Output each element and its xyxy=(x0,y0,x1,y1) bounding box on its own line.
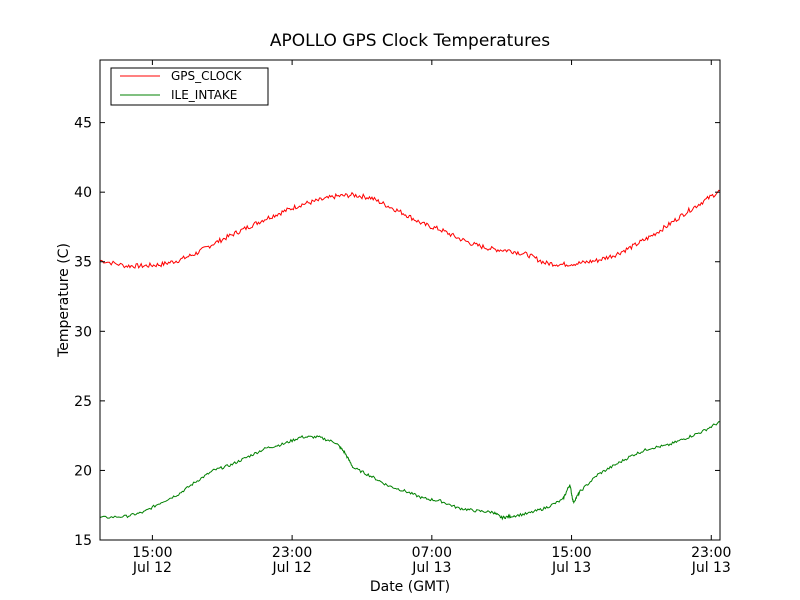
x-tick-time-label-2: 07:00 xyxy=(412,545,452,561)
chart-title: APOLLO GPS Clock Temperatures xyxy=(270,31,550,51)
y-tick-label-30: 30 xyxy=(74,324,92,340)
x-tick-time-label-4: 23:00 xyxy=(691,545,731,561)
x-tick-time-label-0: 15:00 xyxy=(132,545,172,561)
x-tick-time-label-1: 23:00 xyxy=(272,545,312,561)
legend-label-gps-clock: GPS_CLOCK xyxy=(171,69,243,83)
y-axis-label: Temperature (C) xyxy=(56,243,72,358)
x-tick-date-label-4: Jul 13 xyxy=(691,560,731,576)
plot-frame xyxy=(99,59,721,541)
series-line-ile-intake xyxy=(99,421,721,521)
y-tick-label-40: 40 xyxy=(74,185,92,201)
y-tick-label-35: 35 xyxy=(74,255,92,271)
legend: GPS_CLOCK ILE_INTAKE xyxy=(110,67,269,106)
x-tick-time-label-3: 15:00 xyxy=(551,545,591,561)
x-tick-date-label-2: Jul 13 xyxy=(411,560,451,576)
legend-label-ile-intake: ILE_INTAKE xyxy=(171,88,237,102)
x-tick-date-label-3: Jul 13 xyxy=(551,560,591,576)
y-tick-label-20: 20 xyxy=(74,463,92,479)
x-axis-label: Date (GMT) xyxy=(370,579,450,595)
y-tick-label-15: 15 xyxy=(74,533,92,549)
series-line-gps-clock xyxy=(99,189,721,269)
y-tick-label-25: 25 xyxy=(74,394,92,410)
x-tick-date-label-1: Jul 12 xyxy=(272,560,312,576)
legend-box xyxy=(110,67,269,106)
y-tick-label-45: 45 xyxy=(74,116,92,132)
x-tick-date-label-0: Jul 12 xyxy=(132,560,172,576)
series-layer xyxy=(99,189,721,521)
